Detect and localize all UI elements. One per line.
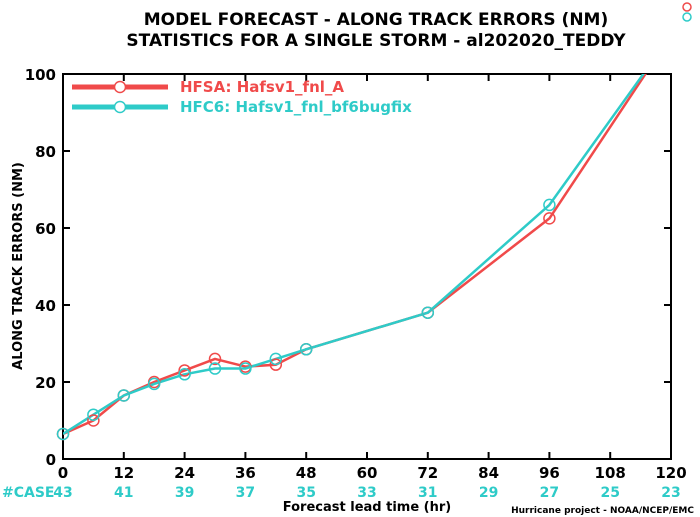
case-label: #CASE <box>2 485 55 501</box>
data-point-1 <box>269 352 283 366</box>
y-tick-label: 80 <box>35 143 56 161</box>
series-line-1 <box>63 74 645 436</box>
case-count: 25 <box>600 485 619 501</box>
data-point-1 <box>239 362 252 375</box>
axis-ticks: 0 12 24 36 48 60 72 84 96 108 120 0 20 40 60 80 100 <box>25 66 687 482</box>
chart-subtitle: STATISTICS FOR A SINGLE STORM - al202020… <box>126 31 626 51</box>
x-tick-label: 96 <box>539 464 560 482</box>
data-point-0 <box>87 414 100 427</box>
data-point-1 <box>178 368 191 381</box>
plot-frame <box>62 73 672 460</box>
y-axis-label: ALONG TRACK ERRORS (NM) <box>11 162 26 370</box>
x-tick-label: 36 <box>235 464 256 482</box>
series-group <box>56 74 647 441</box>
y-tick-label: 40 <box>35 297 56 315</box>
x-tick-label: 48 <box>296 464 317 482</box>
case-count: 37 <box>236 485 255 501</box>
data-point-1 <box>299 343 313 356</box>
case-count: 41 <box>114 485 133 501</box>
data-point-1 <box>117 389 131 402</box>
data-point-1 <box>543 198 556 212</box>
legend-marker-1 <box>113 100 127 114</box>
chart-title: MODEL FORECAST - ALONG TRACK ERRORS (NM) <box>144 10 609 30</box>
case-count: 29 <box>479 485 498 501</box>
legend-marker-0 <box>113 80 127 94</box>
case-count: 27 <box>540 485 559 501</box>
y-tick-label: 0 <box>46 451 56 469</box>
data-point-1 <box>56 427 70 441</box>
case-count: 33 <box>357 485 376 501</box>
x-tick-label: 24 <box>174 464 195 482</box>
y-tick-label: 60 <box>35 220 56 238</box>
decor-red-circle-icon <box>682 2 692 12</box>
case-count: 31 <box>418 485 437 501</box>
data-point-0 <box>543 212 556 225</box>
y-tick-label: 100 <box>25 66 56 84</box>
x-axis-label: Forecast lead time (hr) <box>283 500 451 515</box>
data-point-1 <box>87 408 100 421</box>
x-tick-label: 108 <box>595 464 626 482</box>
data-point-1 <box>421 306 435 319</box>
data-point-1 <box>147 377 161 391</box>
x-tick-label: 12 <box>113 464 134 482</box>
legend-label-0: HFSA: Hafsv1_fnl_A <box>180 78 344 96</box>
x-tick-label: 84 <box>478 464 499 482</box>
case-count: 23 <box>661 485 680 501</box>
y-tick-label: 20 <box>35 374 56 392</box>
case-count: 35 <box>296 485 315 501</box>
decor-cyan-circle-icon <box>682 12 692 22</box>
x-tick-label: 60 <box>357 464 378 482</box>
data-point-0 <box>208 352 222 366</box>
x-tick-label: 0 <box>58 464 68 482</box>
case-count: 39 <box>175 485 194 501</box>
data-point-1 <box>208 362 222 375</box>
legend: HFSA: Hafsv1_fnl_A HFC6: Hafsv1_fnl_bf6bu… <box>72 78 412 116</box>
x-tick-label: 120 <box>655 464 686 482</box>
credit-text: Hurricane project - NOAA/NCEP/EMC <box>511 506 694 516</box>
data-point-0 <box>269 358 283 371</box>
legend-label-1: HFC6: Hafsv1_fnl_bf6bugfix <box>180 98 412 116</box>
x-tick-label: 72 <box>417 464 438 482</box>
series-line-0 <box>63 74 647 436</box>
data-point-0 <box>178 364 191 377</box>
case-count: 43 <box>53 485 72 501</box>
case-counts: 43 41 39 37 35 33 31 29 27 25 23 <box>53 485 680 501</box>
